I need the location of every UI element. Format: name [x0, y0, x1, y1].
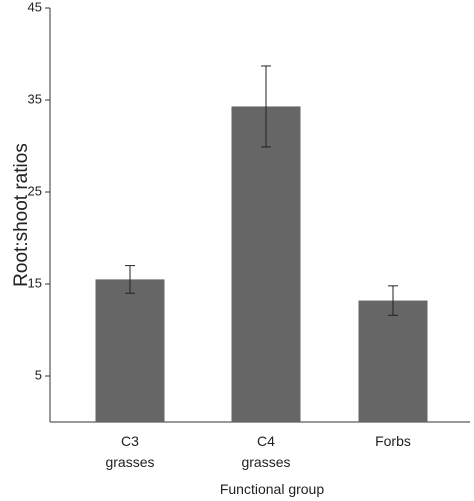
x-axis-title: Functional group [219, 481, 325, 497]
x-tick-label: Forbs [375, 433, 411, 449]
bar [231, 106, 301, 422]
y-axis-title: Root:shoot ratios [11, 143, 32, 287]
x-tick-label: C4 grasses [241, 433, 291, 470]
x-tick-label: C3 grasses [105, 433, 155, 470]
bar [358, 300, 428, 422]
bar [95, 279, 165, 422]
y-tick-label: 5 [35, 367, 42, 382]
y-tick-label: 35 [28, 91, 42, 106]
y-tick-label: 45 [28, 0, 42, 14]
y-tick-label: 25 [28, 183, 42, 198]
y-tick-label: 15 [28, 275, 42, 290]
